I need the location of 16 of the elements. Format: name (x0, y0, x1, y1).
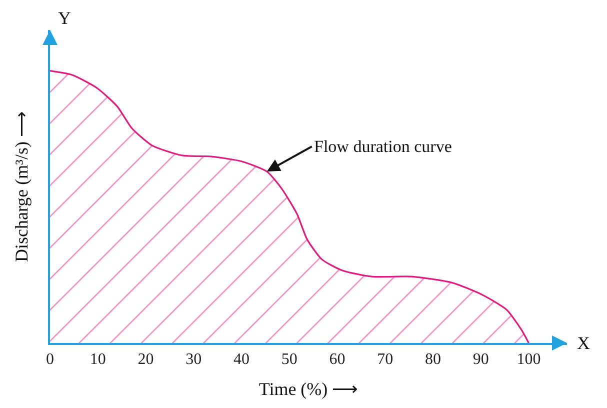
y-axis-title: Discharge (m³/s) ⟶ (12, 110, 32, 262)
x-tick-label: 100 (516, 351, 541, 368)
x-tick-label: 40 (233, 351, 250, 368)
x-axis-title: Time (%) ⟶ (258, 378, 358, 399)
annotation: Flow duration curve (314, 137, 452, 156)
x-tick-label: 10 (90, 351, 106, 368)
text: Y (58, 8, 71, 28)
x-tick-label: 20 (138, 351, 154, 368)
x-tick-label: 80 (424, 351, 441, 368)
x-tick-label: 30 (186, 351, 202, 368)
x-tick-label: 90 (472, 351, 489, 368)
x-tick-label: 60 (329, 351, 346, 368)
x-tick-label: 50 (281, 351, 298, 368)
x-tick-label: 70 (377, 351, 394, 368)
text: X (577, 333, 590, 353)
x-tick-label: 0 (46, 351, 54, 368)
